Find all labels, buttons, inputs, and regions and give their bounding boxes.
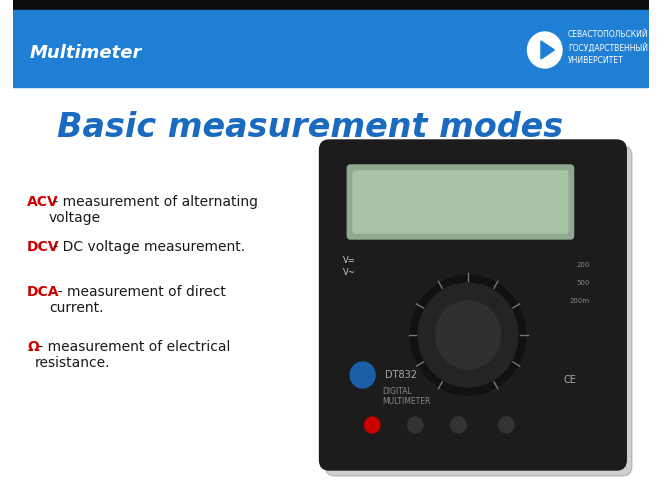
Circle shape bbox=[418, 283, 518, 387]
FancyBboxPatch shape bbox=[325, 146, 632, 476]
Text: DT832: DT832 bbox=[384, 370, 417, 380]
FancyBboxPatch shape bbox=[347, 165, 574, 239]
Text: V~: V~ bbox=[343, 268, 355, 277]
Bar bbox=[13, 0, 649, 10]
Text: ACV: ACV bbox=[27, 195, 59, 209]
Text: - measurement of electrical
resistance.: - measurement of electrical resistance. bbox=[35, 340, 231, 370]
Text: CE: CE bbox=[564, 375, 577, 385]
Bar bbox=[13, 87, 649, 498]
Text: V=: V= bbox=[343, 256, 355, 265]
Text: Multimeter: Multimeter bbox=[30, 44, 143, 62]
Polygon shape bbox=[541, 41, 554, 59]
Text: - measurement of alternating
voltage: - measurement of alternating voltage bbox=[48, 195, 258, 225]
Circle shape bbox=[365, 417, 380, 433]
Circle shape bbox=[410, 275, 526, 395]
Text: MULTIMETER: MULTIMETER bbox=[382, 397, 430, 406]
Circle shape bbox=[527, 32, 562, 68]
Circle shape bbox=[499, 417, 514, 433]
Text: Ω: Ω bbox=[27, 340, 39, 354]
Circle shape bbox=[451, 417, 466, 433]
Text: - DC voltage measurement.: - DC voltage measurement. bbox=[48, 240, 245, 254]
Text: СЕВАСТОПОЛЬСКИЙ
ГОСУДАРСТВЕННЫЙ
УНИВЕРСИТЕТ: СЕВАСТОПОЛЬСКИЙ ГОСУДАРСТВЕННЫЙ УНИВЕРСИ… bbox=[568, 30, 649, 65]
Circle shape bbox=[436, 301, 501, 369]
Text: DIGITAL: DIGITAL bbox=[382, 387, 412, 396]
Text: 200: 200 bbox=[576, 262, 590, 268]
Circle shape bbox=[350, 362, 375, 388]
Text: - measurement of direct
current.: - measurement of direct current. bbox=[48, 285, 226, 315]
Text: DCV: DCV bbox=[27, 240, 60, 254]
FancyBboxPatch shape bbox=[353, 171, 568, 233]
Text: 200m: 200m bbox=[570, 298, 590, 304]
Circle shape bbox=[490, 299, 498, 307]
Bar bbox=[13, 10, 649, 87]
Circle shape bbox=[408, 417, 423, 433]
Text: DCA: DCA bbox=[27, 285, 60, 299]
Text: 500: 500 bbox=[576, 280, 590, 286]
FancyBboxPatch shape bbox=[319, 140, 626, 470]
Text: Basic measurement modes: Basic measurement modes bbox=[57, 111, 563, 143]
